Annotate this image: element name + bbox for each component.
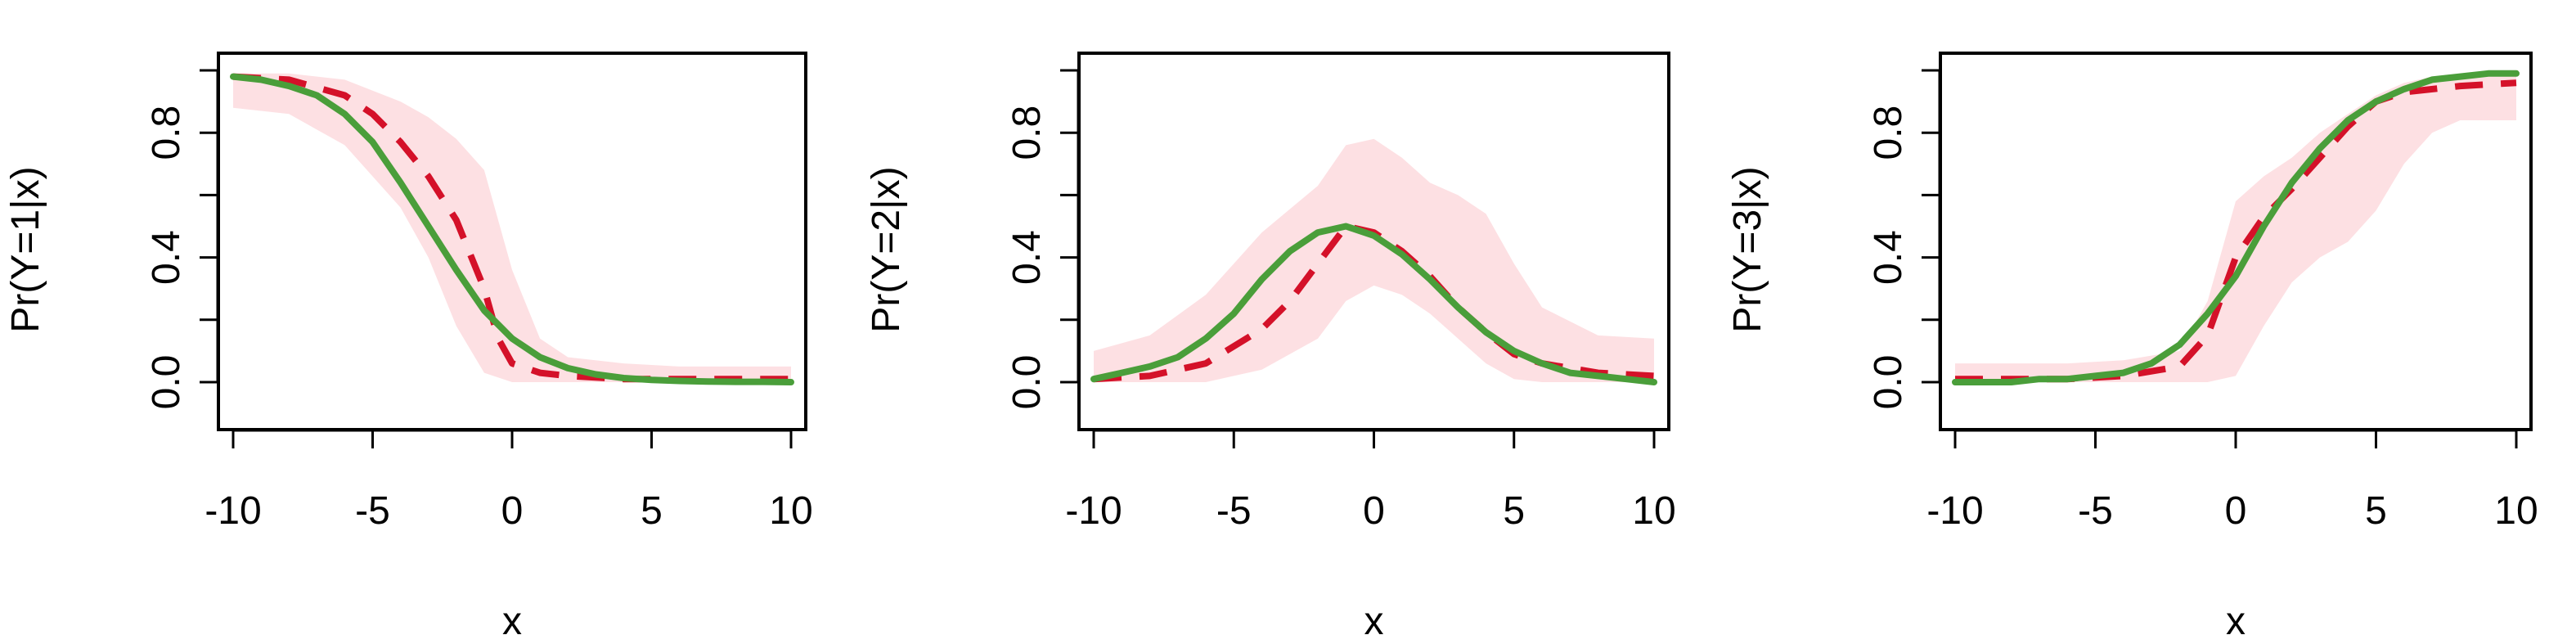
true-line-solid (230, 73, 794, 385)
y-tick-label: 0.0 (1005, 355, 1049, 410)
confidence-band (233, 73, 791, 383)
x-tick-label: -10 (1926, 489, 1983, 533)
y-tick-label: 0.8 (1867, 106, 1910, 160)
y-tick-label: 0.0 (145, 355, 188, 410)
x-axis-title: x (2226, 600, 2246, 643)
panel-1: -10 -5 0 5 10 0.0 0.4 0.8 x Pr(Y=1|x) (4, 52, 813, 643)
x-tick-label: 10 (769, 489, 812, 533)
true-line-solid (1090, 223, 1657, 385)
y-axis-title: Pr(Y=1|x) (4, 166, 47, 332)
x-tick-label: 10 (1632, 489, 1675, 533)
y-tick-label: 0.4 (1867, 230, 1910, 285)
x-tick-label: 5 (641, 489, 663, 533)
x-tick-label: -10 (1065, 489, 1122, 533)
x-tick-label: 0 (1363, 489, 1385, 533)
y-tick-label: 0.4 (145, 230, 188, 285)
x-tick-label: 5 (1503, 489, 1525, 533)
x-tick-label: 0 (2225, 489, 2247, 533)
x-tick-label: -5 (355, 489, 390, 533)
confidence-band (1094, 138, 1654, 383)
x-tick-label: 10 (2494, 489, 2538, 533)
confidence-band (1955, 76, 2516, 382)
x-tick-label: 5 (2365, 489, 2387, 533)
x-tick-label: -10 (205, 489, 261, 533)
panel-2: -10 -5 0 5 10 0.0 0.4 0.8 x Pr(Y=2|x) (865, 52, 1676, 643)
estimate-line-dashed (1093, 223, 1655, 383)
x-axis-title: x (502, 600, 522, 643)
panel-3: -10 -5 0 5 10 0.0 0.4 0.8 x Pr(Y=3|x) (1726, 52, 2538, 643)
y-axis-title: Pr(Y=3|x) (1726, 166, 1769, 332)
y-axis-title: Pr(Y=2|x) (865, 166, 908, 332)
x-tick-label: 0 (501, 489, 524, 533)
y-tick-label: 0.8 (1005, 106, 1049, 160)
y-tick-label: 0.4 (1005, 230, 1049, 285)
y-tick-label: 0.0 (1867, 355, 1910, 410)
y-tick-label: 0.8 (145, 106, 188, 160)
x-tick-label: -5 (2078, 489, 2113, 533)
x-axis-title: x (1364, 600, 1384, 643)
true-line-solid (1952, 70, 2520, 385)
x-tick-label: -5 (1216, 489, 1252, 533)
